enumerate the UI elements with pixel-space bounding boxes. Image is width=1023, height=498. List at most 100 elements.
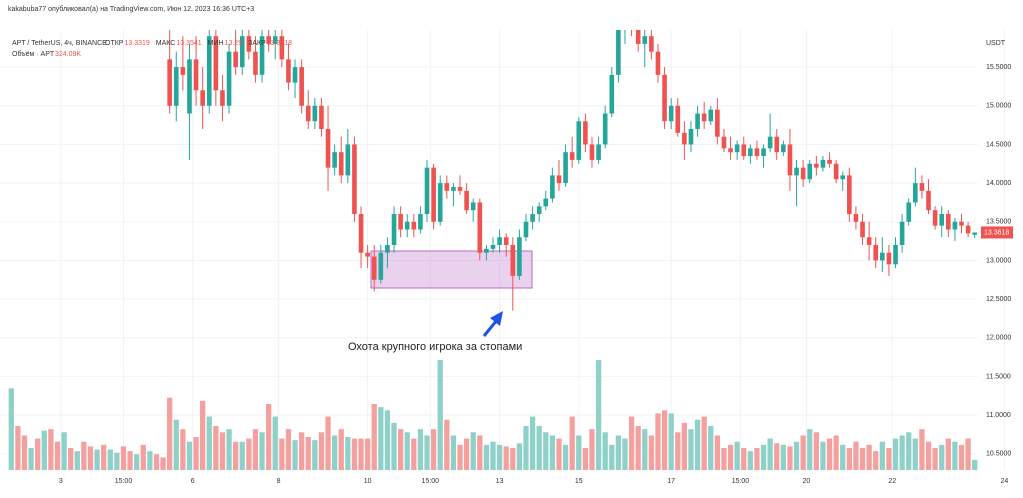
candle-body: [866, 237, 872, 245]
volume-bar: [206, 416, 212, 470]
volume-bar: [120, 446, 127, 470]
volume-bar: [54, 441, 61, 470]
volume-bar: [338, 429, 344, 470]
candle-body: [589, 144, 595, 160]
volume-bar: [582, 448, 589, 470]
candle-body: [470, 202, 476, 211]
volume-bar: [932, 448, 938, 470]
volume-bar: [364, 438, 371, 470]
volume-bar: [285, 429, 292, 470]
candle-body: [932, 210, 938, 226]
candle-body: [358, 214, 364, 253]
candle-body: [635, 30, 641, 44]
zone-box: [370, 250, 533, 289]
volume-bar: [741, 448, 747, 470]
x-tick-label: 15:00: [732, 478, 750, 485]
x-tick-label: 6: [191, 478, 195, 485]
volume-bar: [952, 441, 958, 470]
candle-body: [649, 36, 654, 52]
candle-body: [583, 121, 588, 145]
volume-bar: [787, 446, 793, 470]
volume-bar: [708, 426, 714, 470]
volume-bar: [833, 435, 839, 470]
candle-body: [847, 175, 852, 215]
candle-body: [451, 186, 456, 191]
x-tick-label: 13: [496, 478, 504, 485]
candle-body: [820, 159, 826, 168]
volume-bar: [160, 457, 166, 470]
volume-bar: [35, 438, 41, 470]
candle-body: [616, 30, 621, 75]
arrow: [482, 311, 503, 337]
volume-bar: [384, 410, 391, 470]
volume-bar: [523, 426, 529, 470]
volume-bar: [939, 444, 945, 470]
ohlc-legend: ОТКР 13.3319 МАКС 13.3541 МИН 13.29 ЗАКР 13.361…: [105, 40, 292, 47]
candle-body: [319, 105, 324, 129]
ohlc-value: 13.3541: [176, 40, 201, 47]
volume-bar: [879, 441, 885, 470]
volume-bar: [292, 440, 298, 470]
volume-bar: [186, 441, 193, 470]
volume-bar: [622, 438, 628, 470]
volume-bar: [602, 432, 608, 470]
volume-bar: [140, 444, 146, 470]
volume-bar: [721, 448, 727, 470]
volume-bar: [450, 435, 457, 470]
candle-body: [418, 214, 423, 230]
volume-bar: [279, 438, 285, 470]
candle-body: [543, 198, 549, 207]
candle-body: [833, 163, 839, 180]
candle-body: [404, 221, 410, 230]
volume-bar: [351, 438, 358, 470]
candle-body: [563, 152, 568, 184]
candle-body: [781, 144, 786, 153]
volume-bar: [477, 435, 483, 470]
candle-body: [299, 67, 304, 106]
candle-body: [794, 167, 799, 176]
volume-bar: [727, 444, 734, 470]
candle-body: [484, 248, 489, 253]
volume-bar: [48, 429, 54, 470]
volume-bar: [549, 435, 556, 470]
volume-bar: [305, 437, 311, 470]
volume-bar: [193, 437, 199, 470]
volume-bar: [807, 429, 813, 470]
volume-bar: [503, 446, 509, 470]
volume-bar: [543, 432, 549, 470]
candle-body: [761, 148, 766, 157]
volume-bar: [510, 448, 516, 470]
y-tick-label: 15.5000: [986, 64, 1011, 71]
candle-body: [662, 74, 667, 122]
candle-body: [688, 128, 694, 145]
candle-body: [233, 51, 238, 68]
volume-bar: [642, 429, 648, 470]
volume-bar: [153, 454, 160, 470]
volume-bar: [840, 444, 846, 470]
grid: [0, 30, 1005, 470]
y-tick-label: 14.5000: [986, 141, 1011, 148]
volume-bar: [919, 429, 925, 470]
y-tick-label: 11.5000: [986, 373, 1011, 380]
candle-body: [206, 36, 212, 106]
candles: [167, 13, 978, 311]
volume-bar: [213, 426, 219, 470]
candle-body: [609, 74, 615, 114]
candle-body: [220, 90, 225, 106]
volume-bar: [483, 444, 490, 470]
candle-body: [352, 144, 357, 215]
volume-bar: [345, 437, 351, 470]
volume-bar: [774, 443, 780, 470]
candle-body: [167, 59, 172, 106]
volume-bar: [899, 435, 905, 470]
candle-body: [827, 159, 832, 164]
volume-bar: [655, 413, 661, 470]
candle-body: [200, 90, 205, 106]
candle-body: [431, 167, 436, 222]
candle-body: [623, 13, 628, 21]
volume-bar: [101, 444, 107, 470]
candle-body: [939, 214, 945, 226]
candle-body: [767, 136, 773, 149]
x-tick-label: 17: [667, 478, 675, 485]
volume-bar: [371, 404, 377, 470]
